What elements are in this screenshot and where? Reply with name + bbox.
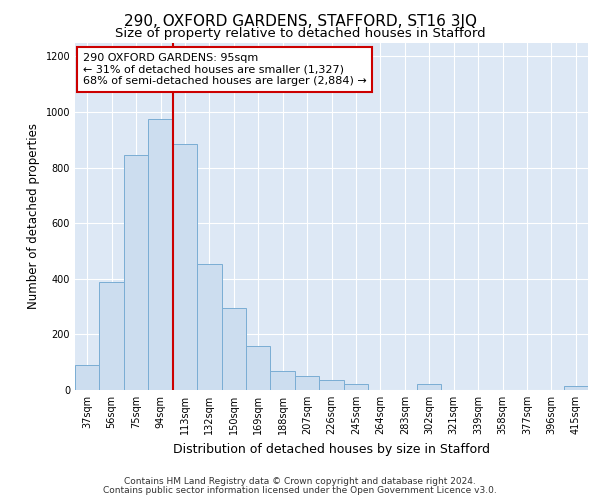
- Bar: [75, 365, 100, 390]
- Bar: [295, 376, 319, 390]
- Bar: [173, 144, 197, 390]
- Bar: [100, 282, 124, 390]
- Bar: [124, 155, 148, 390]
- X-axis label: Distribution of detached houses by size in Stafford: Distribution of detached houses by size …: [173, 442, 490, 456]
- Bar: [197, 264, 221, 390]
- Text: 290, OXFORD GARDENS, STAFFORD, ST16 3JQ: 290, OXFORD GARDENS, STAFFORD, ST16 3JQ: [124, 14, 476, 29]
- Bar: [417, 384, 442, 390]
- Bar: [563, 386, 588, 390]
- Y-axis label: Number of detached properties: Number of detached properties: [27, 123, 40, 309]
- Text: Contains HM Land Registry data © Crown copyright and database right 2024.: Contains HM Land Registry data © Crown c…: [124, 477, 476, 486]
- Text: Contains public sector information licensed under the Open Government Licence v3: Contains public sector information licen…: [103, 486, 497, 495]
- Bar: [344, 384, 368, 390]
- Bar: [221, 308, 246, 390]
- Bar: [148, 119, 173, 390]
- Text: Size of property relative to detached houses in Stafford: Size of property relative to detached ho…: [115, 28, 485, 40]
- Bar: [271, 370, 295, 390]
- Text: 290 OXFORD GARDENS: 95sqm
← 31% of detached houses are smaller (1,327)
68% of se: 290 OXFORD GARDENS: 95sqm ← 31% of detac…: [83, 53, 367, 86]
- Bar: [246, 346, 271, 390]
- Bar: [319, 380, 344, 390]
